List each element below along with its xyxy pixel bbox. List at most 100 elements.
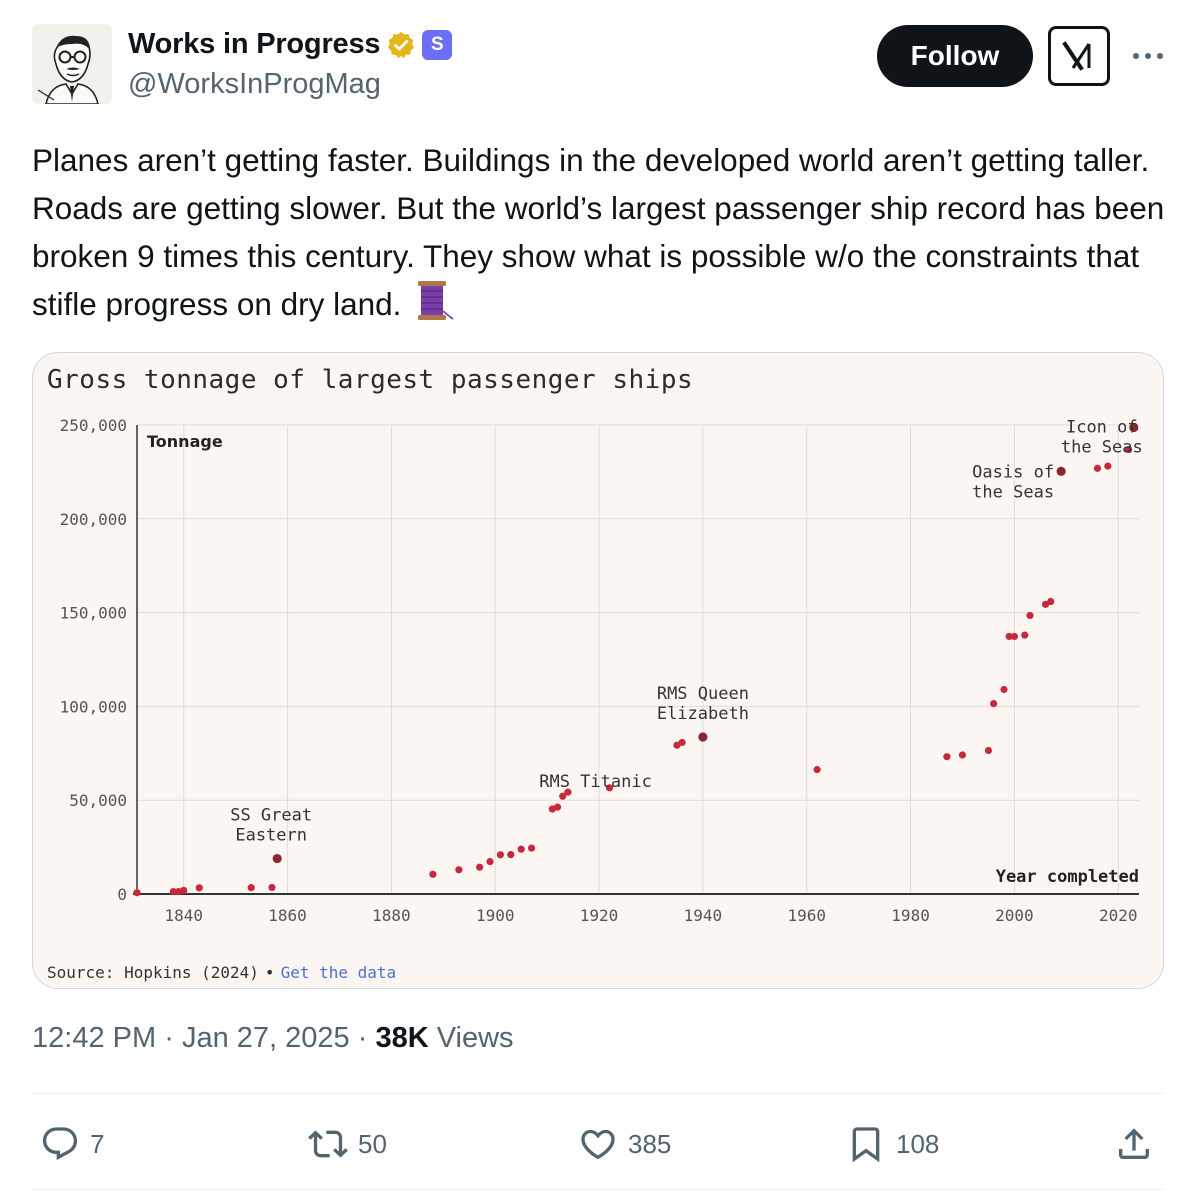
data-point xyxy=(247,884,255,892)
y-tick-label: 250,000 xyxy=(60,416,127,435)
share-button[interactable] xyxy=(1114,1114,1154,1174)
tonnage-scatter-chart: 0 50,000 100,000 150,000 200,000 250,000 1840 1… xyxy=(60,416,1143,925)
data-point xyxy=(1010,632,1018,641)
annotation-label: Oasis of xyxy=(972,462,1054,482)
data-point xyxy=(1005,632,1013,641)
data-point xyxy=(698,732,708,742)
data-point xyxy=(678,738,686,747)
grok-icon xyxy=(1062,41,1091,71)
data-point xyxy=(486,857,494,866)
x-tick-label: 1940 xyxy=(684,906,723,925)
tweet-header: Works in Progress S @WorksInProgMag Foll… xyxy=(32,22,1164,106)
y-tick-label: 200,000 xyxy=(60,510,127,529)
more-icon xyxy=(1133,53,1163,59)
source-separator: • xyxy=(264,963,275,982)
y-tick-label: 50,000 xyxy=(69,791,127,810)
y-tick-label: 150,000 xyxy=(60,604,127,623)
subscription-badge-icon[interactable]: S xyxy=(422,29,453,60)
data-point xyxy=(429,870,437,878)
bookmark-count: 108 xyxy=(896,1128,940,1159)
author-display-name[interactable]: Works in Progress xyxy=(128,28,381,60)
data-point xyxy=(133,889,141,897)
meta-separator: · xyxy=(357,1022,368,1054)
chart-title: Gross tonnage of largest passenger ships xyxy=(47,365,694,395)
data-point xyxy=(1093,464,1102,472)
x-tick-label: 1840 xyxy=(164,906,203,925)
tweet-text: Planes aren’t getting faster. Buildings … xyxy=(32,136,1172,328)
get-the-data-link[interactable]: Get the data xyxy=(280,963,397,982)
thread-spool-emoji xyxy=(418,281,454,320)
data-point xyxy=(195,884,203,892)
tweet-time[interactable]: 12:42 PM xyxy=(32,1022,157,1054)
reply-button[interactable]: 7 xyxy=(40,1114,104,1174)
data-point xyxy=(507,851,515,859)
more-options-button[interactable] xyxy=(1128,36,1168,76)
data-point xyxy=(958,751,967,759)
annotation-label: Icon of xyxy=(1066,417,1138,437)
data-point xyxy=(1021,631,1029,639)
avatar[interactable] xyxy=(32,24,112,104)
data-point xyxy=(1000,685,1008,694)
source-label: Source: Hopkins (2024) xyxy=(47,963,259,982)
annotation-label: Elizabeth xyxy=(657,704,749,724)
divider xyxy=(32,1093,1164,1094)
x-tick-label: 2020 xyxy=(1099,906,1138,925)
author-handle[interactable]: @WorksInProgMag xyxy=(128,68,381,100)
data-point xyxy=(605,784,614,792)
tweet-date[interactable]: Jan 27, 2025 xyxy=(181,1022,350,1054)
reply-icon xyxy=(42,1127,78,1161)
data-point xyxy=(272,853,282,864)
follow-button[interactable]: Follow xyxy=(877,25,1033,87)
x-tick-label: 1980 xyxy=(891,906,930,925)
repost-button[interactable]: 50 xyxy=(308,1114,387,1174)
bookmark-button[interactable]: 108 xyxy=(846,1114,939,1174)
data-point xyxy=(564,788,572,796)
divider xyxy=(32,1189,1164,1190)
data-point xyxy=(1129,422,1139,433)
meta-separator: · xyxy=(164,1022,174,1054)
x-tick-label: 2000 xyxy=(995,906,1034,925)
x-tick-label: 1960 xyxy=(787,906,826,925)
like-icon xyxy=(581,1129,615,1160)
x-tick-label: 1880 xyxy=(372,906,411,925)
avatar-illustration xyxy=(32,24,112,104)
data-point xyxy=(1026,611,1034,620)
verified-badge-icon[interactable] xyxy=(386,30,416,60)
data-point xyxy=(455,866,463,874)
data-point xyxy=(943,753,951,761)
data-point xyxy=(990,699,998,708)
data-point xyxy=(476,863,484,871)
data-point xyxy=(180,886,188,895)
annotation-label: the Seas xyxy=(1061,437,1143,457)
data-point xyxy=(553,803,562,811)
annotation-label: RMS Queen xyxy=(657,684,749,704)
data-point xyxy=(1125,445,1133,454)
data-point xyxy=(517,845,525,853)
action-bar: 7 50 385 108 xyxy=(32,1114,1164,1174)
data-point xyxy=(496,851,505,859)
x-axis-label: Year completed xyxy=(996,867,1139,887)
repost-icon xyxy=(308,1130,348,1158)
x-tick-label: 1900 xyxy=(476,906,515,925)
data-point xyxy=(559,792,567,800)
x-tick-label: 1920 xyxy=(580,906,619,925)
data-point xyxy=(813,766,821,774)
data-point xyxy=(984,746,993,755)
chart-card[interactable]: Gross tonnage of largest passenger ships… xyxy=(32,352,1164,989)
author-name-row: Works in Progress S xyxy=(128,28,453,61)
data-point xyxy=(527,844,536,852)
share-icon xyxy=(1119,1128,1149,1159)
annotation-label: SS Great xyxy=(230,806,312,826)
views-label: Views xyxy=(436,1022,514,1054)
annotation-label: the Seas xyxy=(972,482,1054,502)
like-count: 385 xyxy=(628,1128,672,1159)
annotation-label: RMS Titanic xyxy=(539,772,652,792)
data-point xyxy=(1047,597,1055,606)
chart-source: Source: Hopkins (2024) • Get the data xyxy=(47,963,396,982)
y-tick-label: 100,000 xyxy=(60,697,127,716)
grok-button[interactable] xyxy=(1048,26,1110,86)
data-point xyxy=(1056,466,1066,476)
views-count: 38K xyxy=(375,1022,429,1054)
like-button[interactable]: 385 xyxy=(578,1114,671,1174)
tweet-meta: 12:42 PM · Jan 27, 2025 · 38K Views xyxy=(32,1022,514,1055)
